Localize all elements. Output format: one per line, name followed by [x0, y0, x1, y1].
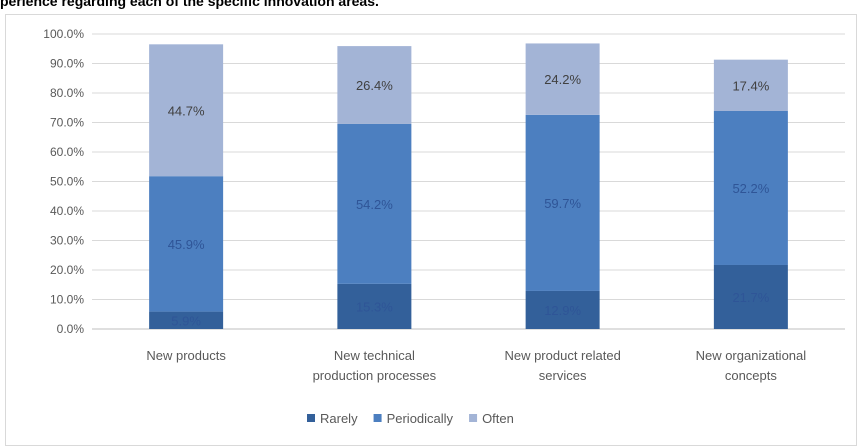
- data-labels: 5.9% 45.9% 44.7% 15.3% 54.2% 26.4% 12.9% 59.7% 2…: [168, 72, 770, 328]
- bar-periodically: [149, 176, 224, 312]
- data-label: 26.4%: [356, 78, 393, 93]
- legend-item-often: Often: [469, 411, 514, 426]
- legend-item-periodically: Periodically: [373, 411, 454, 426]
- bar-periodically: [525, 114, 600, 291]
- data-label: 45.9%: [168, 237, 205, 252]
- y-tick-label: 100.0%: [43, 27, 84, 41]
- data-label: 59.7%: [544, 196, 581, 211]
- bar-rarely: [337, 283, 412, 329]
- legend-label: Often: [482, 411, 514, 426]
- bar-rarely: [149, 311, 224, 329]
- y-tick-label: 10.0%: [50, 293, 84, 307]
- y-tick-label: 40.0%: [50, 204, 84, 218]
- x-tick-label: New product related: [504, 348, 620, 363]
- data-label: 5.9%: [171, 313, 201, 328]
- y-tick-label: 70.0%: [50, 116, 84, 130]
- legend-label: Periodically: [387, 411, 454, 426]
- x-tick-label: services: [539, 368, 587, 383]
- data-label: 54.2%: [356, 197, 393, 212]
- y-axis-ticks: 0.0% 10.0% 20.0% 30.0% 40.0% 50.0% 60.0% 70.0% 8…: [43, 27, 84, 336]
- data-label: 44.7%: [168, 103, 205, 118]
- bar-rarely: [713, 264, 788, 329]
- x-tick-label: New organizational: [696, 348, 807, 363]
- bar-often: [149, 44, 224, 177]
- legend-swatch: [307, 414, 315, 422]
- data-label: 52.2%: [732, 181, 769, 196]
- data-label: 15.3%: [356, 299, 393, 314]
- legend-item-rarely: Rarely: [307, 411, 358, 426]
- x-tick-label: New technical: [334, 348, 415, 363]
- data-label: 12.9%: [544, 303, 581, 318]
- bar-rarely: [525, 290, 600, 329]
- x-tick-label: New products: [146, 348, 226, 363]
- data-label: 21.7%: [732, 290, 769, 305]
- y-tick-label: 90.0%: [50, 57, 84, 71]
- bar-often: [337, 46, 412, 124]
- legend-swatch: [373, 414, 382, 422]
- x-axis-ticks: New products New technical production proc…: [146, 348, 806, 383]
- bar-periodically: [337, 123, 412, 284]
- data-label: 17.4%: [732, 78, 769, 93]
- x-tick-label: concepts: [725, 368, 778, 383]
- chart-title: perience regarding each of the specific …: [0, 0, 379, 9]
- bars: [149, 43, 788, 329]
- legend: Rarely Periodically Often: [307, 411, 514, 426]
- y-tick-label: 50.0%: [50, 175, 84, 189]
- y-tick-label: 80.0%: [50, 86, 84, 100]
- bar-often: [525, 43, 600, 115]
- x-tick-label: production processes: [313, 368, 437, 383]
- bar-periodically: [713, 110, 788, 265]
- y-tick-label: 0.0%: [57, 322, 85, 336]
- y-tick-label: 20.0%: [50, 263, 84, 277]
- legend-label: Rarely: [320, 411, 358, 426]
- bar-often: [713, 59, 788, 111]
- y-tick-label: 30.0%: [50, 234, 84, 248]
- legend-swatch: [469, 414, 478, 422]
- data-label: 24.2%: [544, 72, 581, 87]
- y-tick-label: 60.0%: [50, 145, 84, 159]
